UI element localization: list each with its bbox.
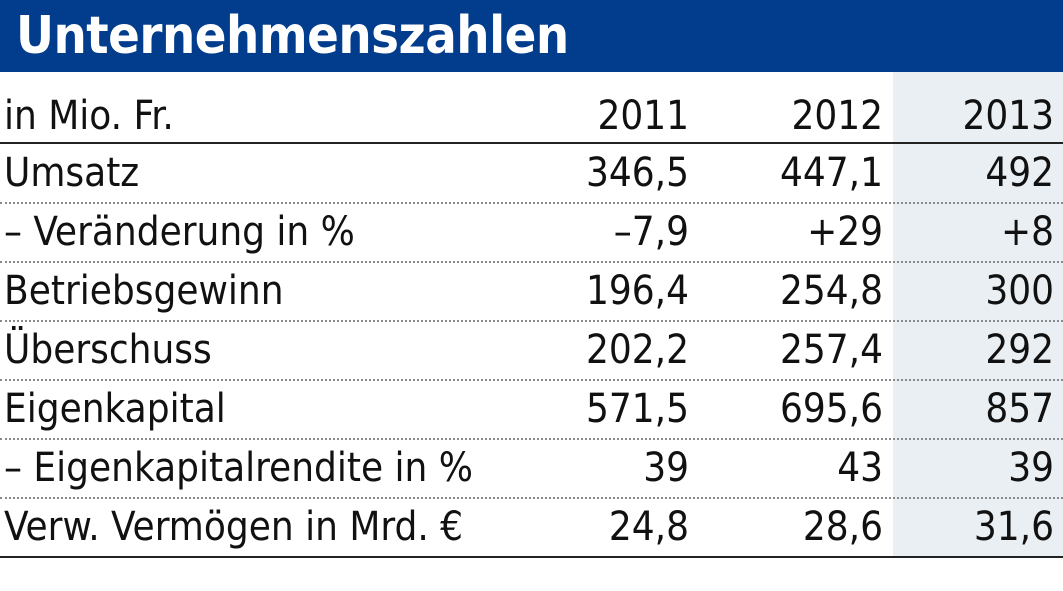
table-cell-2012: 447,1 (780, 150, 883, 196)
table-cell-2013: 39 (1008, 445, 1054, 491)
table-cell-2013: 292 (985, 327, 1054, 373)
row-label: Umsatz (4, 150, 140, 196)
table-cell-2012: 28,6 (802, 504, 883, 550)
row-divider (0, 202, 1063, 204)
table-cell-2012: 695,6 (780, 386, 883, 432)
title-bar: Unternehmenszahlen (0, 0, 1063, 72)
row-label: – Eigenkapitalrendite in % (4, 445, 473, 491)
highlight-column-2013 (893, 72, 1063, 558)
column-header-2011: 2011 (597, 93, 689, 139)
column-header-2013: 2013 (962, 93, 1054, 139)
row-divider (0, 497, 1063, 499)
row-label: Überschuss (4, 327, 212, 373)
header-rule (0, 142, 1063, 144)
table-cell-2012: 254,8 (780, 268, 883, 314)
table-cell-2012: 43 (837, 445, 883, 491)
table-cell-2011: –7,9 (613, 209, 689, 255)
row-divider (0, 379, 1063, 381)
table-cell-2011: 346,5 (586, 150, 689, 196)
table-title: Unternehmenszahlen (16, 6, 569, 66)
table-cell-2013: +8 (1000, 209, 1054, 255)
row-divider (0, 320, 1063, 322)
table-cell-2011: 202,2 (586, 327, 689, 373)
row-divider (0, 261, 1063, 263)
table-cell-2011: 24,8 (608, 504, 689, 550)
row-label: – Veränderung in % (4, 209, 355, 255)
bottom-rule (0, 556, 1063, 558)
row-label: Verw. Vermögen in Mrd. € (4, 504, 464, 550)
table-cell-2012: +29 (807, 209, 883, 255)
unit-label: in Mio. Fr. (4, 93, 174, 139)
table-cell-2012: 257,4 (780, 327, 883, 373)
row-divider (0, 438, 1063, 440)
row-label: Eigenkapital (4, 386, 226, 432)
column-header-2012: 2012 (791, 93, 883, 139)
table-cell-2013: 857 (985, 386, 1054, 432)
table-cell-2011: 39 (643, 445, 689, 491)
table-cell-2011: 571,5 (586, 386, 689, 432)
row-label: Betriebsgewinn (4, 268, 284, 314)
table-cell-2013: 492 (985, 150, 1054, 196)
table-cell-2013: 300 (985, 268, 1054, 314)
table-cell-2013: 31,6 (973, 504, 1054, 550)
table-cell-2011: 196,4 (586, 268, 689, 314)
